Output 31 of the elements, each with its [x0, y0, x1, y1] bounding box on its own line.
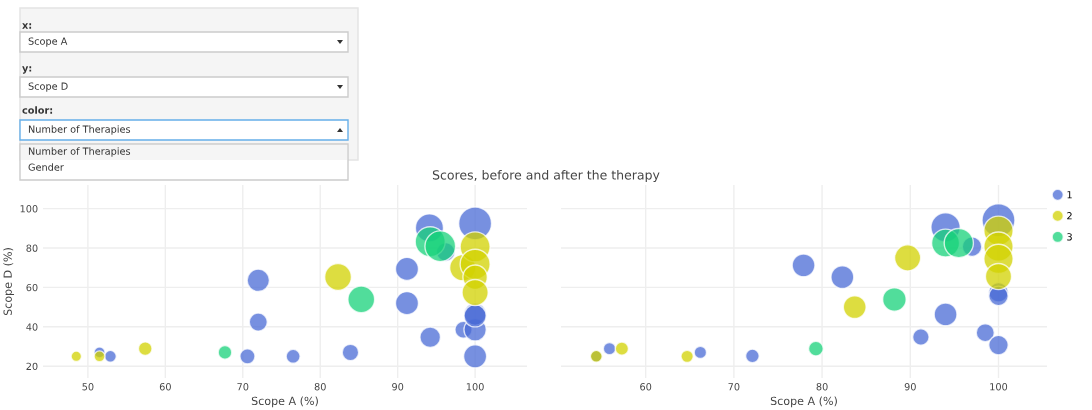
text: x:: [22, 23, 32, 29]
text: Number of Therapies: [28, 147, 131, 157]
x-tick-label: 80: [816, 383, 828, 391]
x-tick-label: 80: [314, 383, 326, 391]
x-tick-label: 90: [904, 383, 916, 391]
x-tick-label: 60: [640, 383, 652, 391]
y-tick-label: 100: [20, 205, 38, 213]
y-axis-title: Scope D (%): [3, 248, 15, 316]
x-axis-title: Scope A (%): [770, 396, 837, 408]
text: y:: [22, 66, 32, 74]
x-tick-label: 70: [237, 383, 249, 391]
legend-label: 2: [1067, 212, 1072, 220]
x-tick-label: 60: [159, 383, 171, 391]
y-tick-label: 80: [26, 244, 38, 252]
y-tick-label: 60: [26, 283, 38, 292]
text: Number of Therapies: [28, 125, 131, 135]
text: color:: [22, 106, 53, 114]
x-tick-label: 50: [82, 383, 94, 391]
x-tick-label: 90: [392, 383, 404, 391]
y-tick-label: 40: [26, 323, 38, 331]
x-tick-label: 70: [728, 383, 740, 391]
y-tick-label: 20: [26, 362, 38, 371]
text: Scope A: [28, 37, 68, 47]
text: Gender: [28, 163, 64, 171]
legend-label: 3: [1067, 233, 1072, 241]
legend-label: 1: [1067, 191, 1072, 199]
x-axis-title: Scope A (%): [251, 396, 318, 408]
x-tick-label: 100: [990, 383, 1008, 391]
text: Scope D: [28, 82, 68, 92]
chart-title: Scores, before and after the therapy: [432, 169, 660, 183]
x-tick-label: 100: [466, 383, 484, 391]
